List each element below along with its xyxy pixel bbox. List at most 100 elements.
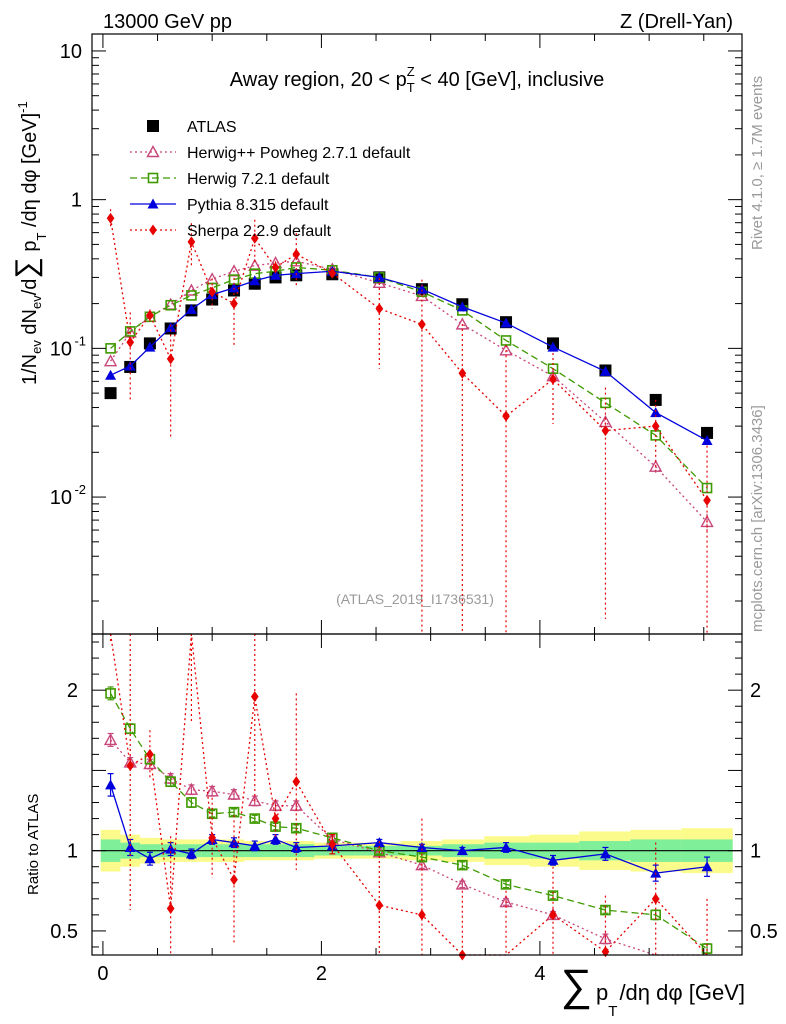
ratio-tick-label-left: 0.5 bbox=[50, 921, 78, 943]
point-main bbox=[250, 232, 259, 244]
legend-marker bbox=[147, 120, 159, 132]
point-main bbox=[144, 341, 156, 352]
point-main bbox=[651, 420, 660, 432]
point-main bbox=[416, 283, 428, 294]
y-tick-exponent: -1 bbox=[74, 333, 86, 348]
point-ratio bbox=[250, 691, 259, 703]
point-main bbox=[547, 341, 559, 352]
point-main bbox=[208, 286, 217, 298]
point-main bbox=[599, 365, 611, 376]
header-left: 13000 GeV pp bbox=[103, 11, 232, 33]
point-ratio bbox=[271, 813, 280, 825]
point-ratio bbox=[208, 832, 217, 844]
y-tick-label: 1 bbox=[71, 190, 82, 212]
point-main bbox=[166, 353, 175, 365]
point-ratio bbox=[601, 946, 610, 958]
point-main bbox=[289, 254, 303, 267]
x-tick-label: 4 bbox=[534, 963, 545, 985]
y-tick-label: 10 bbox=[50, 338, 72, 360]
series-3 bbox=[105, 265, 713, 882]
point-ratio bbox=[184, 782, 199, 795]
legend-label: Pythia 8.315 default bbox=[187, 197, 329, 214]
point-ratio bbox=[230, 874, 238, 886]
point-ratio bbox=[701, 861, 713, 872]
point-main bbox=[271, 261, 280, 273]
rivet-label: Rivet 4.1.0, ≥ 1.7M events bbox=[749, 76, 766, 250]
series-4 bbox=[106, 209, 711, 961]
point-main bbox=[103, 354, 118, 367]
ratio-tick-label-right: 0.5 bbox=[750, 921, 778, 943]
point-main bbox=[418, 318, 426, 330]
y-tick-label: 10 bbox=[50, 487, 72, 509]
point-main bbox=[186, 290, 197, 301]
point-ratio bbox=[500, 841, 512, 852]
point-main bbox=[146, 309, 154, 321]
x-axis-label: ∑ pT/dη dφ [GeV] bbox=[561, 961, 745, 1020]
legend-marker bbox=[147, 198, 159, 209]
point-ratio bbox=[166, 902, 175, 914]
point-ratio bbox=[290, 841, 302, 852]
point-ratio bbox=[105, 688, 116, 699]
x-tick-label: 2 bbox=[316, 963, 327, 985]
point-ratio bbox=[292, 776, 301, 788]
legend-marker bbox=[146, 145, 160, 158]
mcplots-label: mcplots.cern.ch [arXiv:1306.3436] bbox=[749, 405, 766, 632]
point-ratio bbox=[599, 848, 611, 859]
point-ratio bbox=[249, 840, 261, 851]
point-ratio bbox=[328, 838, 337, 850]
point-main bbox=[230, 298, 238, 310]
point-main bbox=[375, 303, 384, 315]
main-y-label: 1/Nev dNev/d∑ pT /dη dφ [GeV]-1 bbox=[10, 101, 49, 385]
legend-label: Sherpa 2.2.9 default bbox=[187, 223, 332, 240]
point-ratio bbox=[186, 797, 197, 808]
point-ratio bbox=[165, 843, 177, 854]
point-main bbox=[165, 322, 177, 333]
point-ratio bbox=[105, 779, 117, 790]
point-main bbox=[701, 426, 714, 439]
point-ratio bbox=[375, 899, 384, 911]
point-ratio bbox=[103, 732, 118, 746]
point-main bbox=[105, 343, 116, 354]
legend-marker bbox=[149, 224, 157, 236]
point-ratio bbox=[500, 879, 512, 890]
series-line-main bbox=[110, 266, 708, 489]
point-main bbox=[249, 275, 261, 286]
point-main bbox=[456, 301, 468, 312]
ratio-tick-label-left: 2 bbox=[67, 680, 78, 702]
point-main bbox=[601, 425, 610, 437]
legend-entry: Sherpa 2.2.9 default bbox=[130, 223, 332, 240]
point-main bbox=[499, 343, 513, 356]
point-ratio bbox=[650, 867, 662, 878]
analysis-id: (ATLAS_2019_I1736531) bbox=[336, 591, 494, 607]
point-main bbox=[248, 258, 262, 271]
point-main bbox=[701, 435, 713, 446]
point-main bbox=[124, 326, 136, 337]
point-ratio bbox=[418, 909, 426, 921]
point-ratio bbox=[416, 841, 428, 852]
point-main bbox=[187, 236, 196, 248]
point-main bbox=[703, 494, 711, 506]
point-main bbox=[292, 248, 301, 260]
legend-entry: Herwig++ Powheg 2.7.1 default bbox=[130, 145, 411, 162]
legend-entry: ATLAS bbox=[147, 119, 237, 136]
point-main bbox=[126, 336, 135, 348]
series-line-ratio bbox=[110, 693, 708, 950]
legend-label: Herwig++ Powheg 2.7.1 default bbox=[187, 145, 411, 162]
point-main bbox=[455, 317, 470, 330]
point-main bbox=[649, 459, 663, 472]
point-main bbox=[328, 267, 337, 279]
point-main bbox=[500, 335, 512, 346]
ratio-tick-label-right: 2 bbox=[750, 680, 761, 702]
point-ratio bbox=[185, 848, 197, 859]
series-line-main bbox=[109, 218, 708, 501]
legend-entry: Herwig 7.2.1 default bbox=[130, 171, 330, 188]
y-tick-exponent: -2 bbox=[74, 482, 86, 497]
legend-entry: Pythia 8.315 default bbox=[130, 197, 329, 214]
point-ratio bbox=[227, 787, 241, 800]
point-ratio bbox=[600, 904, 611, 916]
point-ratio bbox=[126, 760, 135, 772]
series-line-main bbox=[110, 270, 708, 442]
plot-title: Away region, 20 < pTZ < 40 [GeV], inclus… bbox=[230, 64, 604, 95]
ratio-y-label: Ratio to ATLAS bbox=[25, 794, 42, 895]
